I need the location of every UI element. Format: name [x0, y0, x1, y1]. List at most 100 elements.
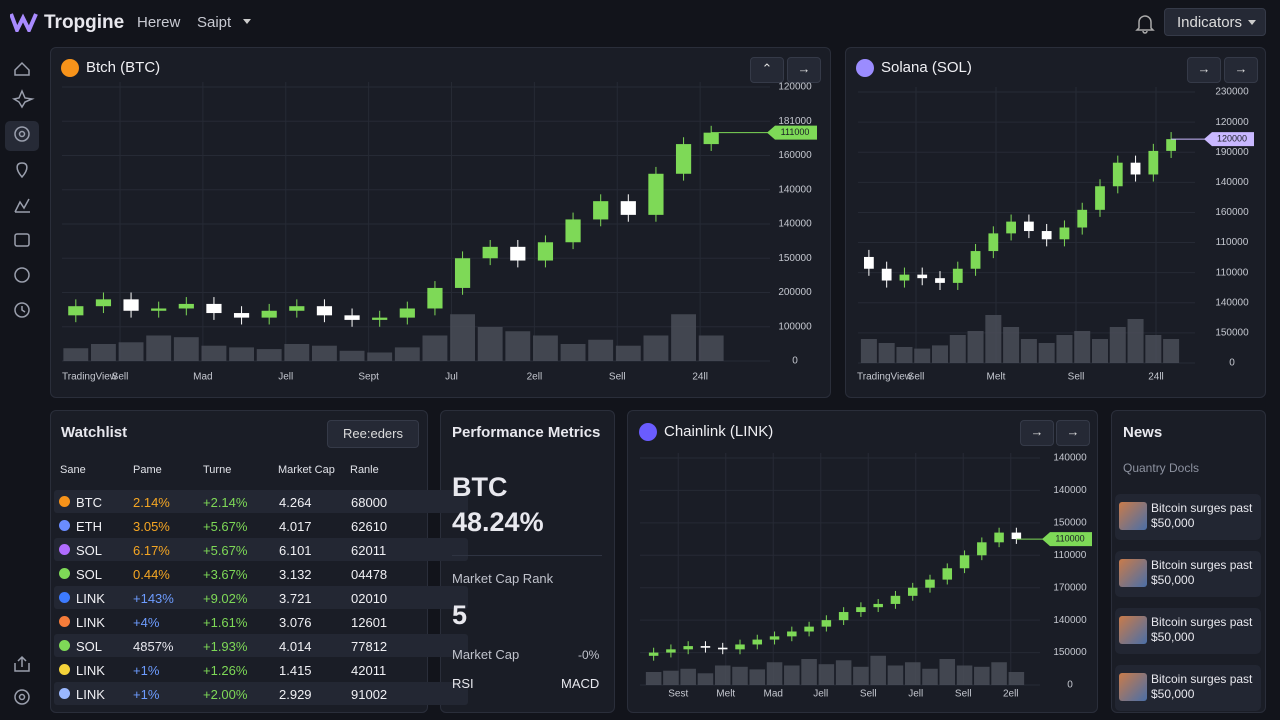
- clock-icon[interactable]: [14, 302, 30, 318]
- arrow-button[interactable]: →: [1056, 420, 1090, 446]
- coin-icon: [59, 592, 70, 603]
- news-item[interactable]: Bitcoin surges past $50,000: [1115, 665, 1261, 711]
- coin-icon: [59, 616, 70, 627]
- y-axis-label: 110000: [1054, 550, 1087, 561]
- rank: 02010: [351, 591, 388, 606]
- candle-body: [899, 274, 910, 281]
- chart-title: Chainlink (LINK): [664, 423, 773, 440]
- candle-body: [1006, 221, 1016, 234]
- candle-body: [537, 242, 554, 261]
- volume-bar: [477, 327, 503, 361]
- y-axis-label: 150000: [1053, 647, 1087, 658]
- candle-body: [316, 306, 333, 316]
- news-subtitle: Quantry Docls: [1123, 461, 1200, 475]
- market-cap: 4.017: [279, 519, 312, 534]
- symbol: BTC: [76, 495, 102, 510]
- y-axis-label: 0: [1067, 680, 1073, 691]
- rank: 42011: [351, 663, 387, 678]
- turnover: +1.26%: [203, 663, 248, 678]
- x-axis-label: Sell: [1068, 372, 1085, 383]
- volume-bar: [394, 347, 420, 361]
- pin-icon[interactable]: [16, 162, 28, 179]
- coin-icon: [639, 423, 657, 441]
- compass-icon[interactable]: [14, 267, 30, 283]
- change: +143%: [133, 591, 174, 606]
- news-title: News: [1123, 424, 1163, 441]
- chart-icon[interactable]: [14, 198, 30, 213]
- bell-icon[interactable]: [1134, 12, 1156, 34]
- settings-icon[interactable]: [14, 689, 30, 705]
- candle-body: [648, 652, 659, 656]
- nav-link[interactable]: Saipt: [197, 14, 232, 31]
- news-amount: $50,000: [1151, 630, 1195, 644]
- volume-bar: [766, 662, 783, 685]
- chart-title: Solana (SOL): [881, 59, 972, 76]
- volume-bar: [312, 345, 337, 361]
- settings-icon[interactable]: [14, 126, 30, 142]
- news-thumb: [1119, 559, 1147, 587]
- coin-icon: [59, 568, 70, 579]
- volume-bar: [533, 335, 558, 361]
- candle-body: [261, 310, 277, 318]
- y-axis-label: 160000: [1215, 207, 1249, 218]
- news-amount: $50,000: [1151, 573, 1195, 587]
- volume-bar: [118, 342, 144, 361]
- watchlist-row: LINK +4% +1.61% 3.076 12601: [54, 610, 468, 633]
- volume-bar: [1163, 339, 1180, 363]
- candle-body: [593, 201, 609, 220]
- volume-bar: [284, 344, 310, 361]
- column-header: Ranle: [350, 464, 379, 476]
- metric-label: Market Cap Rank: [452, 571, 554, 586]
- market-cap: 4.014: [279, 639, 312, 654]
- news-amount: $50,000: [1151, 687, 1195, 701]
- candle-body: [178, 303, 194, 309]
- change: 6.17%: [133, 543, 170, 558]
- volume-bar: [801, 659, 817, 685]
- home-icon[interactable]: [14, 61, 30, 76]
- link-panel: [627, 410, 1098, 713]
- news-item[interactable]: Bitcoin surges past $50,000: [1115, 608, 1261, 654]
- symbol: ETH: [76, 519, 102, 534]
- arrow-button[interactable]: →: [1187, 57, 1221, 83]
- candle-body: [454, 258, 471, 288]
- candle-body: [1166, 139, 1176, 151]
- dropdown-caret: [243, 19, 251, 24]
- arrow-button[interactable]: →: [1224, 57, 1258, 83]
- volume-bar: [1008, 672, 1025, 685]
- candle-body: [935, 278, 945, 283]
- candle-body: [233, 313, 250, 318]
- x-axis-label: Sell: [112, 372, 129, 383]
- volume-bar: [1003, 327, 1020, 363]
- news-item[interactable]: Bitcoin surges past $50,000: [1115, 494, 1261, 540]
- export-icon[interactable]: [14, 655, 30, 672]
- change: 0.44%: [133, 567, 170, 582]
- watchlist-row: LINK +1% +1.26% 1.415 42011: [54, 658, 468, 681]
- candle-body: [873, 603, 883, 608]
- nav-link[interactable]: Herew: [137, 14, 181, 31]
- coin-icon: [61, 59, 79, 77]
- logo: [10, 13, 38, 32]
- arrow-button[interactable]: →: [787, 57, 821, 83]
- candle-body: [907, 587, 918, 596]
- arrow-button[interactable]: →: [1020, 420, 1054, 446]
- news-item[interactable]: Bitcoin surges past $50,000: [1115, 551, 1261, 597]
- news-thumb: [1119, 616, 1147, 644]
- wallet-icon[interactable]: [14, 233, 30, 247]
- watchlist-row: LINK +1% +2.00% 2.929 91002: [54, 682, 468, 705]
- indicators-button[interactable]: Indicators: [1164, 8, 1266, 36]
- y-axis-label: 170000: [1053, 582, 1087, 593]
- candle-body: [1041, 231, 1052, 240]
- candle-body: [620, 201, 636, 215]
- turnover: +5.67%: [203, 543, 248, 558]
- arrow-button[interactable]: ⌃: [750, 57, 784, 83]
- y-axis-label: 200000: [778, 287, 812, 298]
- star-icon[interactable]: [11, 89, 35, 109]
- reorder-button[interactable]: Ree:eders: [327, 420, 419, 448]
- candle-body: [925, 579, 935, 588]
- candle-body: [151, 308, 167, 311]
- candle-body: [959, 555, 970, 569]
- volume-bar: [914, 348, 931, 363]
- watchlist-row: LINK +143% +9.02% 3.721 02010: [54, 586, 468, 609]
- volume-bar: [146, 335, 172, 361]
- symbol: LINK: [76, 687, 105, 702]
